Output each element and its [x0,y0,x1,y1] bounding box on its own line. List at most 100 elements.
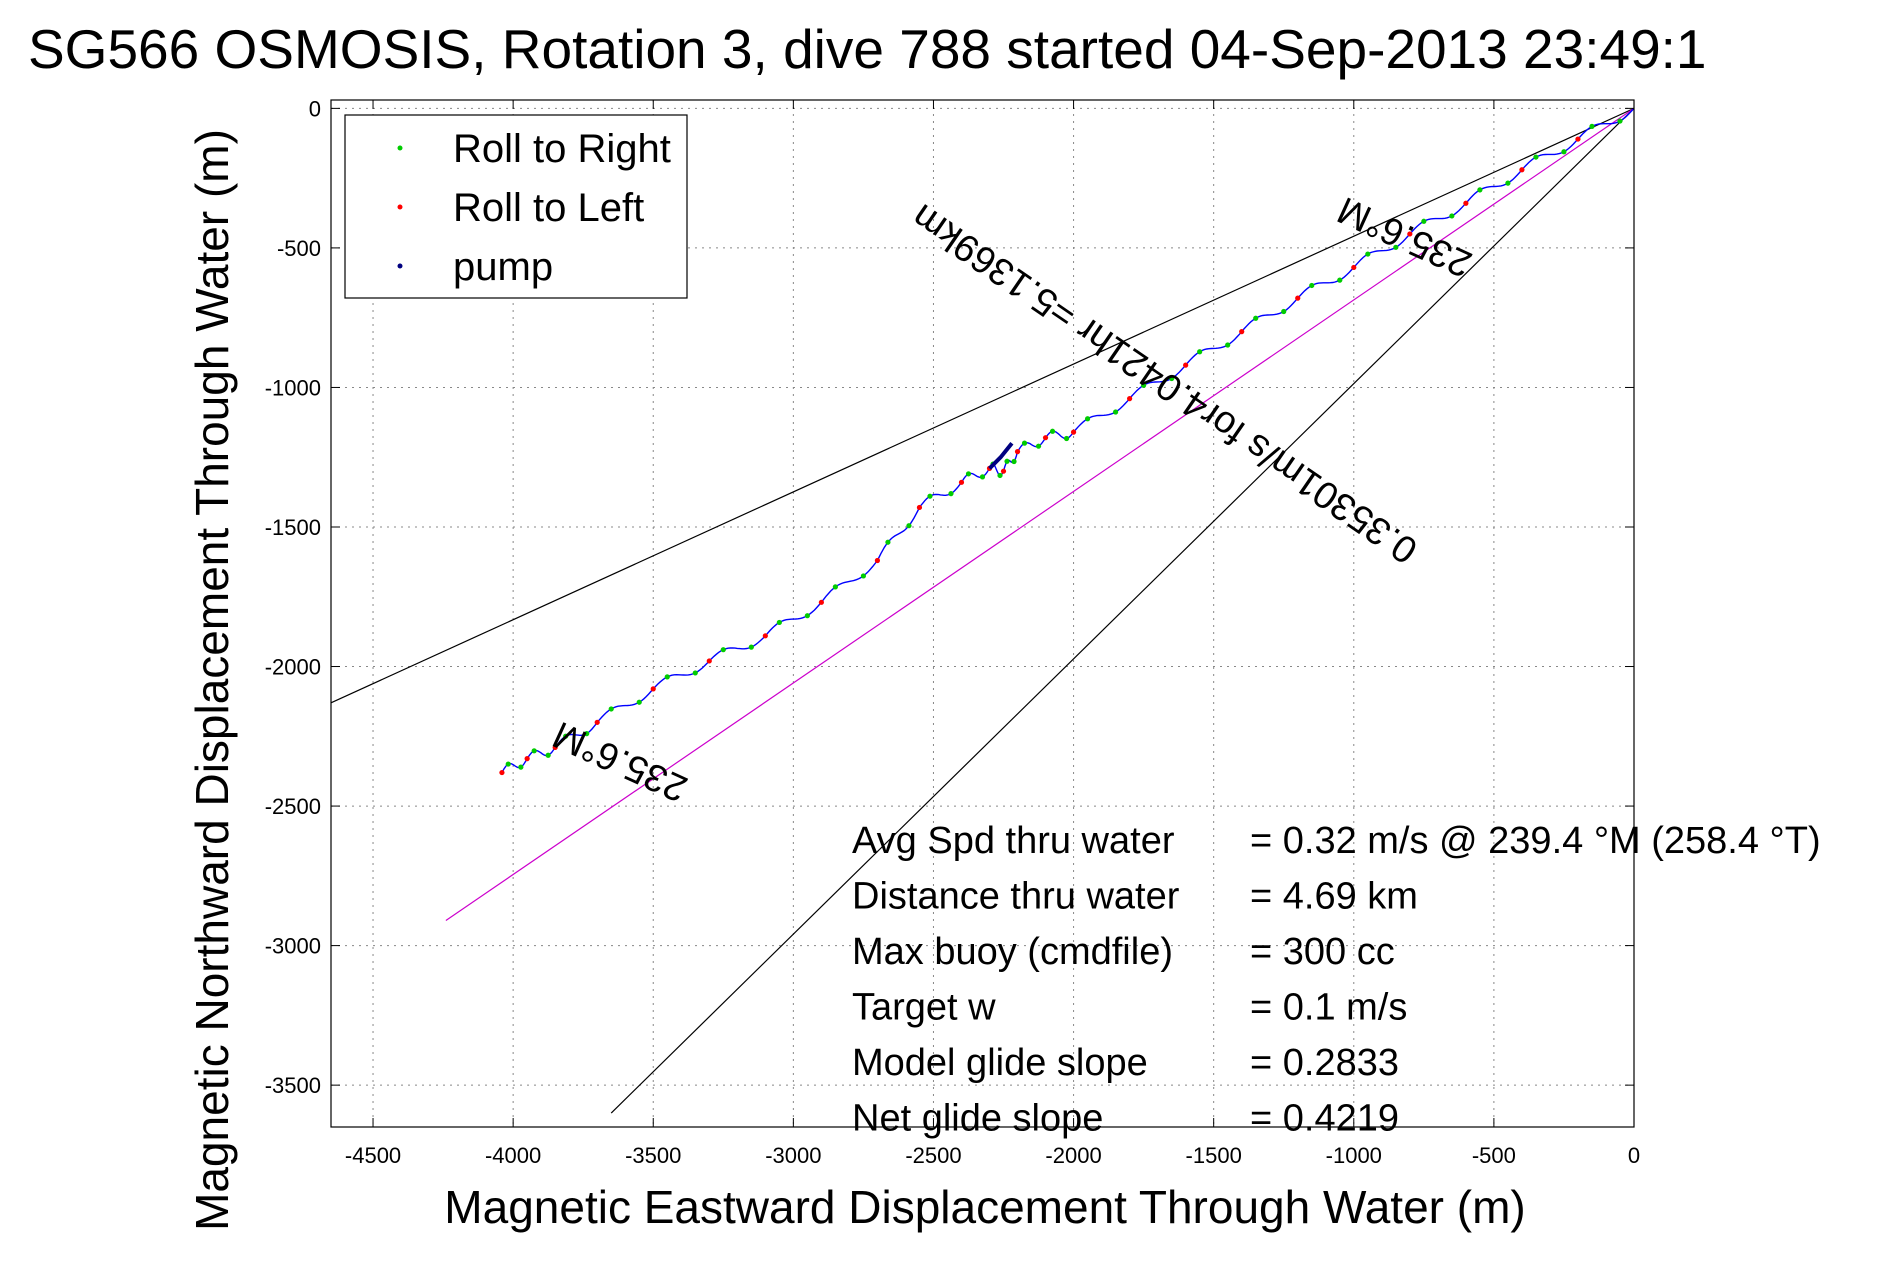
x-tick-label: -1000 [1326,1143,1382,1168]
roll-left-point [552,744,558,751]
roll-right-point [563,733,569,739]
stat-label: Target w [852,987,996,1029]
stat-value: = 0.4219 [1250,1098,1399,1140]
roll-right-point [1617,118,1623,124]
roll-left-point [1295,295,1301,301]
legend-marker [397,145,403,151]
roll-left-point [874,557,881,564]
roll-right-point [1197,349,1203,355]
roll-left-point [1014,449,1021,455]
roll-right-point [1141,382,1147,388]
y-tick-label: 0 [309,96,321,121]
roll-right-point [1169,375,1175,382]
roll-right-point [965,471,972,477]
stat-label: Avg Spd thru water [852,820,1175,862]
roll-right-point [518,764,524,770]
roll-left-point [1351,264,1357,271]
roll-right-point [1063,435,1070,442]
chart-title: SG566 OSMOSIS, Rotation 3, dive 788 star… [28,18,1707,80]
roll-right-point [664,674,670,680]
stat-value: = 0.1 m/s [1250,987,1407,1029]
plot-area-frame [330,99,1635,1128]
roll-right-point [1421,218,1427,224]
dive-statistics: Avg Spd thru water = 0.32 m/s @ 239.4 °M … [852,820,1821,1140]
y-tick-label: -2000 [265,655,321,680]
x-axis-label: Magnetic Eastward Displacement Through W… [444,1181,1525,1233]
roll-left-point [1519,167,1525,173]
roll-right-point [505,761,511,767]
roll-left-point [706,658,712,664]
x-axis-ticks: -4500 -4000 -3500 -3000 -2500 -2000 -1500 -1000… [345,100,1640,1168]
roll-right-point [885,539,891,545]
grid [331,100,1635,1127]
x-tick-label: 0 [1628,1143,1640,1168]
roll-left-point [958,479,965,485]
roll-right-point [860,573,867,579]
reference-line [445,107,1635,921]
y-tick-label: -2500 [265,794,321,819]
roll-left-point [650,686,656,692]
roll-left-point [1042,435,1049,441]
roll-right-point [1004,458,1010,464]
roll-right-point [1253,315,1259,321]
roll-right-point [927,493,933,499]
roll-left-point [762,633,768,639]
roll-right-point [1035,443,1042,449]
legend-marker [397,204,403,210]
roll-right-point [804,613,810,619]
roll-left-point [1463,200,1469,206]
track-line [501,107,1635,773]
roll-right-point [1365,251,1371,257]
roll-right-point [608,706,614,712]
roll-right-point [1533,154,1539,160]
y-tick-label: -500 [277,236,321,261]
roll-right-point [1477,187,1483,193]
roll-right-point [1589,123,1595,129]
reference-line [330,107,1635,704]
stat-value: = 0.32 m/s @ 239.4 °M (258.4 °T) [1250,820,1821,862]
x-tick-label: -2500 [905,1143,961,1168]
roll-right-point [636,699,642,705]
roll-right-point [1337,277,1343,283]
x-tick-label: -500 [1472,1143,1516,1168]
roll-right-point [1021,440,1028,446]
roll-left-point [916,504,923,511]
roll-left-point [1239,329,1245,335]
roll-right-point [692,670,698,676]
roll-right-point [948,491,954,497]
x-tick-label: -1500 [1186,1143,1242,1168]
y-axis-label: Magnetic Northward Displacement Through … [186,129,238,1231]
stat-label: Model glide slope [852,1042,1148,1084]
roll-right-point [584,731,590,737]
legend-entry-label: pump [453,245,553,289]
pump-segment [988,442,1014,470]
roll-right-point [1084,416,1091,422]
legend: Roll to Right Roll to Left pump [344,114,688,299]
roll-left-point [1575,136,1581,142]
roll-right-point [906,523,912,529]
roll-right-point [1561,149,1567,155]
roll-left-point [499,769,505,776]
y-tick-label: -1000 [265,375,321,400]
stat-value: = 0.2833 [1250,1042,1399,1084]
roll-left-point [1407,231,1413,237]
roll-left-point [818,599,824,605]
roll-right-point [1225,342,1231,348]
roll-left-point [1183,362,1189,368]
y-tick-label: -3500 [265,1073,321,1098]
roll-left-point [594,719,600,725]
roll-right-point [832,584,838,590]
roll-right-point [545,752,551,758]
roll-right-point [1049,428,1056,434]
roll-left-point [1000,468,1007,474]
y-tick-label: -3000 [265,934,321,959]
roll-right-point [776,619,782,626]
roll-right-point [1281,308,1287,315]
roll-right-point [1393,244,1399,250]
roll-right-point [1505,180,1511,186]
legend-entry-label: Roll to Left [453,186,644,230]
roll-left-point [524,756,530,762]
roll-right-point [1309,282,1315,289]
reference-lines [330,107,1635,1114]
roll-right-point [1449,213,1455,219]
